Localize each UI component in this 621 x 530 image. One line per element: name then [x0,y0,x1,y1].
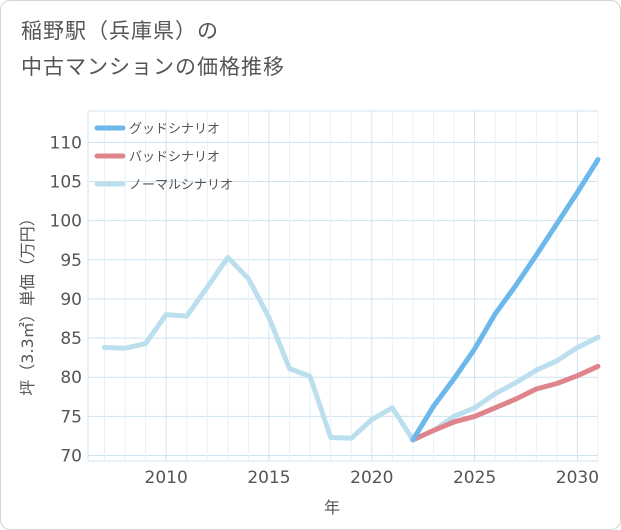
y-axis-label: 坪（3.3㎡）単価（万円） [18,210,37,395]
legend-label: ノーマルシナリオ [129,178,233,193]
y-tick-label: 80 [60,368,82,388]
x-tick-label: 2015 [247,468,290,488]
x-axis-label: 年 [324,498,340,517]
y-tick-label: 75 [60,407,82,427]
x-tick-label: 2010 [145,468,188,488]
y-tick-label: 85 [60,329,82,349]
x-tick-label: 2030 [556,468,599,488]
grid [87,110,599,462]
legend-label: グッドシナリオ [129,122,220,137]
series-line-1 [410,157,601,443]
legend-label: バッドシナリオ [129,150,220,165]
chart-title-line1: 稲野駅（兵庫県）の [21,19,219,43]
series-line-2 [410,363,601,443]
y-tick-label: 70 [60,447,82,467]
y-tick-label: 95 [60,251,82,271]
y-tick-label: 90 [60,290,82,310]
series-line-3 [102,254,601,443]
series-layer [102,157,601,443]
chart-title-line2: 中古マンションの価格推移 [21,55,285,79]
y-tick-label: 110 [50,133,82,153]
x-tick-label: 2025 [453,468,496,488]
y-tick-label: 105 [50,172,82,192]
y-tick-label: 100 [50,212,82,232]
tick-labels: 70 75 80 85 90 95 100 105 110 2010 2015 2020 2025 203… [50,133,600,488]
x-tick-label: 2020 [350,468,393,488]
